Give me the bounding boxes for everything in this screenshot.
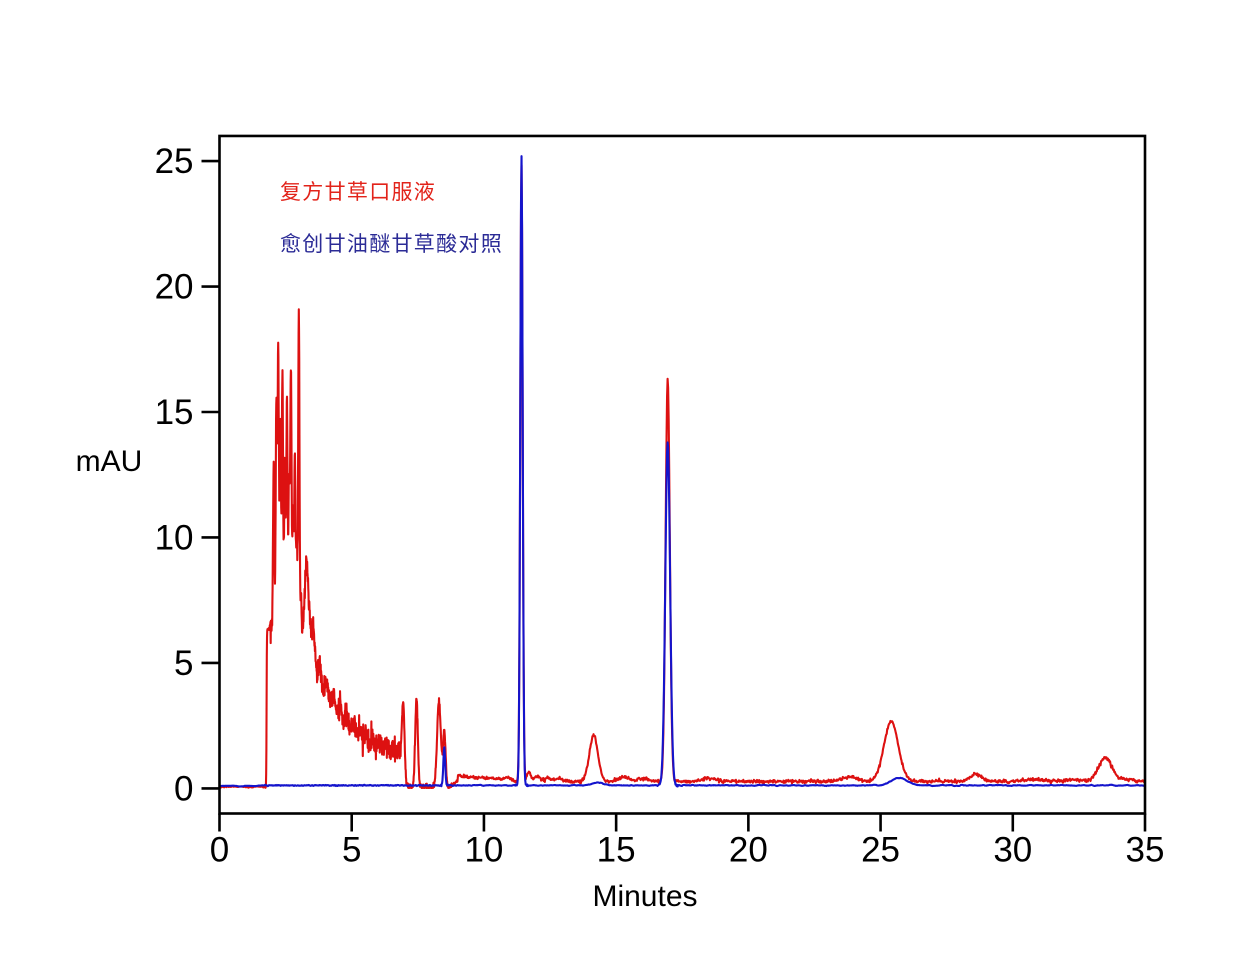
svg-text:10: 10 — [464, 830, 503, 869]
svg-text:20: 20 — [729, 830, 768, 869]
svg-text:25: 25 — [155, 142, 194, 181]
svg-text:15: 15 — [597, 830, 636, 869]
svg-text:Minutes: Minutes — [592, 880, 697, 913]
svg-text:35: 35 — [1126, 830, 1165, 869]
svg-text:5: 5 — [342, 830, 361, 869]
svg-text:愈创甘油醚甘草酸对照: 愈创甘油醚甘草酸对照 — [280, 232, 503, 256]
svg-text:5: 5 — [174, 644, 193, 683]
svg-text:0: 0 — [210, 830, 229, 869]
svg-text:30: 30 — [993, 830, 1032, 869]
svg-text:10: 10 — [155, 518, 194, 557]
svg-text:25: 25 — [861, 830, 900, 869]
svg-text:mAU: mAU — [76, 445, 143, 478]
svg-text:20: 20 — [155, 268, 194, 307]
svg-text:15: 15 — [155, 393, 194, 432]
svg-text:复方甘草口服液: 复方甘草口服液 — [280, 180, 436, 204]
svg-text:0: 0 — [174, 769, 193, 808]
